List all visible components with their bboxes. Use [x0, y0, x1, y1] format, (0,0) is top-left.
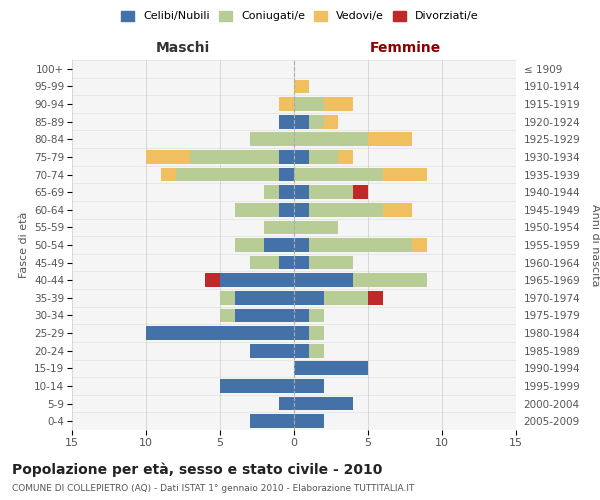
Bar [294, 291, 323, 304]
Bar [368, 291, 383, 304]
Bar [265, 186, 279, 199]
Bar [309, 203, 383, 216]
Legend: Celibi/Nubili, Coniugati/e, Vedovi/e, Divorziati/e: Celibi/Nubili, Coniugati/e, Vedovi/e, Di… [121, 10, 479, 22]
Bar [294, 203, 309, 216]
Text: Maschi: Maschi [156, 40, 210, 54]
Bar [265, 220, 294, 234]
Bar [235, 203, 279, 216]
Text: Femmine: Femmine [370, 40, 440, 54]
Bar [279, 396, 294, 410]
Bar [353, 186, 368, 199]
Bar [294, 220, 338, 234]
Bar [309, 326, 323, 340]
Bar [309, 344, 323, 358]
Bar [309, 186, 353, 199]
Bar [235, 308, 294, 322]
Bar [294, 238, 309, 252]
Bar [279, 115, 294, 128]
Bar [250, 344, 294, 358]
Bar [294, 97, 323, 111]
Bar [220, 308, 235, 322]
Bar [205, 274, 220, 287]
Bar [338, 150, 353, 164]
Bar [161, 168, 176, 181]
Bar [176, 168, 279, 181]
Bar [309, 256, 353, 270]
Bar [368, 132, 412, 146]
Bar [383, 203, 412, 216]
Bar [146, 150, 190, 164]
Bar [250, 414, 294, 428]
Bar [294, 186, 309, 199]
Bar [323, 115, 338, 128]
Bar [265, 238, 294, 252]
Bar [279, 186, 294, 199]
Bar [279, 203, 294, 216]
Bar [279, 150, 294, 164]
Bar [279, 168, 294, 181]
Bar [294, 344, 309, 358]
Bar [294, 115, 309, 128]
Bar [294, 132, 368, 146]
Bar [294, 396, 353, 410]
Bar [294, 256, 309, 270]
Bar [309, 115, 323, 128]
Bar [353, 274, 427, 287]
Bar [294, 308, 309, 322]
Y-axis label: Fasce di età: Fasce di età [19, 212, 29, 278]
Bar [294, 362, 368, 375]
Bar [309, 308, 323, 322]
Y-axis label: Anni di nascita: Anni di nascita [590, 204, 600, 286]
Bar [294, 168, 383, 181]
Bar [294, 274, 353, 287]
Text: COMUNE DI COLLEPIETRO (AQ) - Dati ISTAT 1° gennaio 2010 - Elaborazione TUTTITALI: COMUNE DI COLLEPIETRO (AQ) - Dati ISTAT … [12, 484, 415, 493]
Text: Popolazione per età, sesso e stato civile - 2010: Popolazione per età, sesso e stato civil… [12, 462, 382, 477]
Bar [250, 256, 279, 270]
Bar [235, 238, 265, 252]
Bar [294, 414, 323, 428]
Bar [412, 238, 427, 252]
Bar [309, 238, 412, 252]
Bar [294, 326, 309, 340]
Bar [294, 150, 309, 164]
Bar [279, 97, 294, 111]
Bar [220, 379, 294, 393]
Bar [279, 256, 294, 270]
Bar [294, 80, 309, 94]
Bar [250, 132, 294, 146]
Bar [323, 291, 368, 304]
Bar [220, 274, 294, 287]
Bar [323, 97, 353, 111]
Bar [190, 150, 279, 164]
Bar [235, 291, 294, 304]
Bar [220, 291, 235, 304]
Bar [309, 150, 338, 164]
Bar [294, 379, 323, 393]
Bar [146, 326, 294, 340]
Bar [383, 168, 427, 181]
